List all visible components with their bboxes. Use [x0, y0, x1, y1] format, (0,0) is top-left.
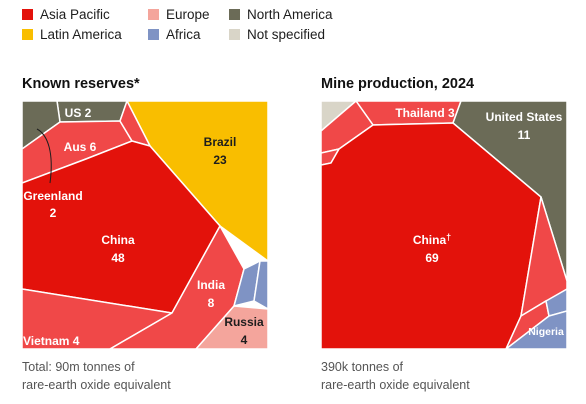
label-greenland: Greenland: [23, 189, 82, 203]
legend-swatch: [148, 9, 159, 20]
legend-item-asia-pacific: Asia Pacific: [22, 7, 110, 22]
legend-label: Not specified: [247, 27, 326, 42]
greenland-leader-line: [36, 128, 52, 184]
cell-china: [321, 122, 542, 349]
legend-swatch: [22, 9, 33, 20]
label-russia: Russia: [224, 315, 264, 329]
label-brazil-value: 23: [213, 153, 227, 167]
reserves-note: Total: 90m tonnes of rare-earth oxide eq…: [22, 358, 242, 394]
legend-swatch: [229, 29, 240, 40]
label-united-states-value: 11: [518, 128, 531, 142]
legend-swatch: [148, 29, 159, 40]
legend-swatch: [229, 9, 240, 20]
label-nigeria: Nigeria: [528, 326, 564, 338]
label-china: China†: [413, 232, 451, 247]
legend-swatch: [22, 29, 33, 40]
label-india-value: 8: [208, 296, 215, 310]
cell-nigeria: [504, 310, 567, 349]
reserves-note-line2: rare-earth oxide equivalent: [22, 378, 171, 392]
reserves-treemap: US 2 Aus 6 Greenland 2 China 48 Brazil 2…: [22, 101, 268, 349]
production-note: 390k tonnes of rare-earth oxide equivale…: [321, 358, 541, 394]
label-china-name: China: [413, 233, 447, 247]
cell-africa-2: [253, 260, 268, 310]
legend-item-latin-america: Latin America: [22, 27, 122, 42]
cell-africa-small: [545, 288, 567, 317]
cell-russia: [194, 305, 268, 349]
production-note-line2: rare-earth oxide equivalent: [321, 378, 470, 392]
legend-item-not-specified: Not specified: [229, 27, 325, 42]
production-treemap: Thailand 3 United States 11 China† 69 Ni…: [321, 101, 567, 349]
legend-label: Latin America: [40, 27, 122, 42]
label-united-states: United States: [486, 110, 563, 124]
label-greenland-value: 2: [50, 206, 57, 220]
label-russia-value: 4: [241, 333, 248, 347]
legend: Asia Pacific Europe North America Latin …: [22, 6, 382, 46]
legend-label: North America: [247, 7, 333, 22]
label-brazil: Brazil: [204, 135, 237, 149]
label-aus: Aus 6: [64, 140, 97, 154]
label-china: China: [101, 233, 135, 247]
production-chart-title: Mine production, 2024: [321, 76, 475, 92]
legend-label: Europe: [166, 7, 210, 22]
legend-item-africa: Africa: [148, 27, 201, 42]
label-thailand: Thailand 3: [395, 106, 455, 120]
legend-label: Africa: [166, 27, 201, 42]
label-china-value: 69: [425, 251, 439, 265]
legend-item-europe: Europe: [148, 7, 210, 22]
legend-label: Asia Pacific: [40, 7, 110, 22]
label-india: India: [197, 278, 225, 292]
reserves-note-line1: Total: 90m tonnes of: [22, 360, 135, 374]
production-note-line1: 390k tonnes of: [321, 360, 404, 374]
label-vietnam: Vietnam 4: [23, 334, 80, 348]
label-china-value: 48: [111, 251, 125, 265]
reserves-chart-title: Known reserves*: [22, 76, 140, 92]
label-us: US 2: [65, 106, 92, 120]
label-china-dagger: †: [446, 232, 451, 242]
legend-item-north-america: North America: [229, 7, 333, 22]
